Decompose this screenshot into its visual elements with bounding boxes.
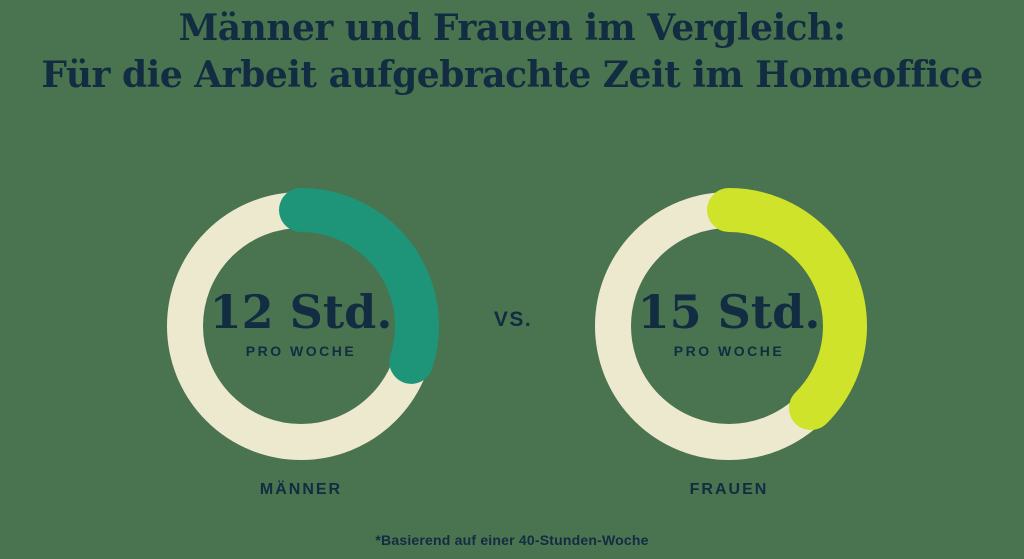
donut-ring-frauen-icon [591,188,867,464]
hours-value-frauen: 15 Std. [637,284,821,339]
title-line-2: Für die Arbeit aufgebrachte Zeit im Home… [41,54,983,96]
donut-center-text: 12 Std. PRO WOCHE [156,178,446,468]
hours-sublabel-frauen: PRO WOCHE [673,342,785,359]
donut-arc [163,188,439,464]
group-label-maenner: MÄNNER [259,481,343,498]
hours-sublabel-maenner: PRO WOCHE [245,342,357,359]
group-label-frauen: FRAUEN [689,481,769,498]
title-line-1: Männer und Frauen im Vergleich: [178,7,846,49]
hours-value-maenner: 12 Std. [209,284,393,339]
page-title: Männer und Frauen im Vergleich: Für die … [0,5,1024,99]
donut-chart-maenner: 12 Std. PRO WOCHE [156,181,446,471]
donut-arc [591,188,867,464]
footnote: *Basierend auf einer 40-Stunden-Woche [375,532,649,548]
donut-center-text: 15 Std. PRO WOCHE [584,178,874,468]
vs-label: VS. [493,308,533,331]
donut-chart-frauen: 15 Std. PRO WOCHE [584,181,874,471]
donut-ring-maenner-icon [163,188,439,464]
